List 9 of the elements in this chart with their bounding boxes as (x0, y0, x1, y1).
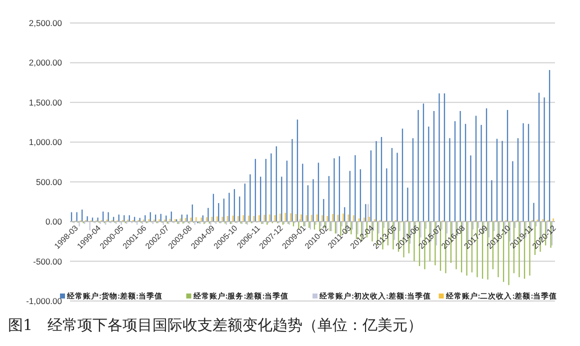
y-tick-label: 2,500.00 (28, 18, 62, 28)
text: 图1 经常项下各项目国际收支差额变化趋势（单位：亿美元） (8, 316, 423, 334)
y-tick-label: 1,000.00 (28, 137, 62, 148)
y-tick-label: -1,000.00 (26, 296, 62, 306)
y-tick-label: 0.00 (45, 216, 62, 227)
y-tick-label: -500.00 (33, 256, 62, 266)
y-tick-label: 500.00 (36, 176, 62, 187)
y-tick-label: 2,000.00 (28, 58, 62, 68)
y-tick-label: 1,500.00 (28, 97, 62, 108)
